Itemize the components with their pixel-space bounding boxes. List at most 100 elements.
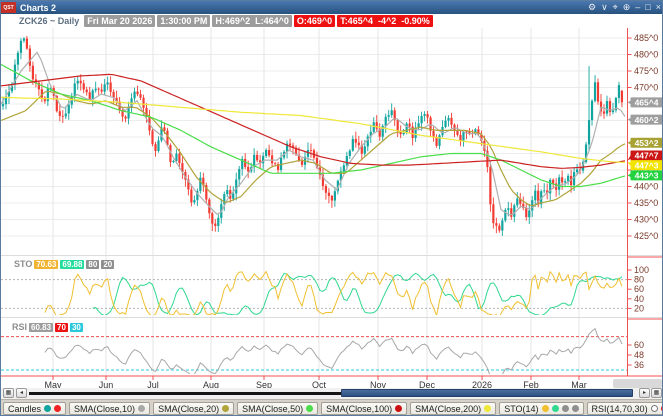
legend-color-dot bbox=[222, 405, 229, 412]
legend-tab-label: RSI(14,70,30) bbox=[592, 404, 648, 414]
svg-text:48: 48 bbox=[634, 350, 644, 360]
svg-text:100: 100 bbox=[634, 265, 649, 275]
legend-color-dot bbox=[138, 405, 145, 412]
rsi-label-text: RSI bbox=[12, 322, 27, 332]
legend-tab-sma-close-200-[interactable]: SMA(Close,200) bbox=[410, 402, 496, 415]
sto-label-text: STO bbox=[14, 259, 32, 269]
legend-tab-label: STO(14) bbox=[504, 404, 538, 414]
rsi-value-badge: 60.83 bbox=[29, 323, 53, 332]
gear-icon[interactable]: ⚙ bbox=[588, 2, 596, 13]
legend-tab-rsi-14-70-30-[interactable]: RSI(14,70,30) bbox=[587, 402, 663, 415]
svg-text:Jul: Jul bbox=[147, 380, 159, 388]
sto-value-badge: 80 bbox=[86, 260, 99, 269]
svg-text:Aug: Aug bbox=[203, 380, 219, 388]
pin-icon[interactable]: ⌖ bbox=[613, 2, 618, 13]
price-badge: 447^7 bbox=[628, 151, 663, 161]
legend-tab-label: SMA(Close,50) bbox=[242, 404, 303, 414]
price-badge: 460^2 bbox=[628, 115, 663, 125]
svg-text:425^0: 425^0 bbox=[634, 231, 658, 241]
svg-text:460^2: 460^2 bbox=[635, 115, 659, 125]
price-badge: 465^4 bbox=[628, 97, 663, 107]
svg-text:2026: 2026 bbox=[472, 380, 492, 388]
chart-window: QST Charts 2 ⚙∨⌖⊕–□× ZCK26 ~ Daily Fri M… bbox=[0, 0, 663, 416]
sto-indicator-label[interactable]: STO70.6369.888020 bbox=[14, 259, 114, 269]
scroll-right-button[interactable]: ▸ bbox=[639, 388, 650, 398]
svg-text:443^3: 443^3 bbox=[635, 171, 659, 181]
chart-scrollbar[interactable]: ▦◂▸▦ bbox=[1, 388, 663, 399]
rsi-value-badge: 30 bbox=[70, 323, 83, 332]
close-icon[interactable]: × bbox=[656, 2, 661, 13]
quote-badge: 1:30:00 PM bbox=[157, 15, 210, 27]
legend-tab-sto-14-[interactable]: STO(14) bbox=[499, 402, 583, 415]
scroll-left-button[interactable]: ◂ bbox=[16, 388, 27, 398]
scroll-page-start-button[interactable]: ▦ bbox=[3, 388, 14, 398]
svg-text:Feb: Feb bbox=[523, 380, 539, 388]
legend-tab-label: SMA(Close,20) bbox=[158, 404, 219, 414]
svg-text:447^7: 447^7 bbox=[635, 151, 659, 161]
info-bar: ZCK26 ~ Daily Fri Mar 20 20261:30:00 PMH… bbox=[1, 14, 663, 28]
qst-logo: QST bbox=[1, 2, 16, 13]
axis-corner-handle[interactable] bbox=[613, 379, 662, 388]
legend-color-dot bbox=[542, 405, 549, 412]
svg-text:475^0: 475^0 bbox=[634, 66, 658, 76]
legend-tab-sma-close-10-[interactable]: SMA(Close,10) bbox=[69, 402, 150, 415]
candles-layer bbox=[2, 36, 623, 236]
scrollbar-thumb[interactable] bbox=[341, 389, 633, 397]
svg-text:40: 40 bbox=[634, 294, 644, 304]
x-axis: MayJunJulAugSepOctNovDec2026FebMar bbox=[44, 376, 662, 388]
svg-text:Jun: Jun bbox=[99, 380, 114, 388]
svg-text:470^0: 470^0 bbox=[634, 83, 658, 93]
legend-tab-label: SMA(Close,200) bbox=[415, 404, 481, 414]
svg-text:36: 36 bbox=[634, 360, 644, 370]
svg-text:80: 80 bbox=[634, 275, 644, 285]
chevron-down-icon[interactable]: ∨ bbox=[601, 2, 608, 13]
chart-area[interactable]: 485^0480^0475^0470^0445^0440^0435^0430^0… bbox=[1, 28, 663, 388]
minimize-icon[interactable]: – bbox=[635, 2, 640, 13]
legend-color-dot bbox=[552, 405, 559, 412]
legend-color-dot bbox=[651, 405, 658, 412]
svg-text:465^4: 465^4 bbox=[635, 98, 659, 108]
rsi-indicator-label[interactable]: RSI60.837030 bbox=[12, 322, 83, 332]
svg-text:430^0: 430^0 bbox=[634, 215, 658, 225]
maximize-icon[interactable]: □ bbox=[645, 2, 650, 13]
legend-tab-sma-close-50-[interactable]: SMA(Close,50) bbox=[237, 402, 318, 415]
legend-tab-label: SMA(Close,100) bbox=[326, 404, 392, 414]
legend-color-dot bbox=[44, 405, 51, 412]
price-badge: 453^2 bbox=[628, 138, 663, 148]
svg-text:447^3: 447^3 bbox=[635, 160, 659, 170]
legend-tab-sma-close-20-[interactable]: SMA(Close,20) bbox=[153, 402, 234, 415]
legend-color-dot bbox=[562, 405, 569, 412]
svg-text:Sep: Sep bbox=[256, 380, 272, 388]
quote-badge: Fri Mar 20 2026 bbox=[84, 15, 155, 27]
legend-tab-sma-close-100-[interactable]: SMA(Close,100) bbox=[321, 402, 407, 415]
svg-text:435^0: 435^0 bbox=[634, 198, 658, 208]
legend-color-dot bbox=[306, 405, 313, 412]
rsi-value-badge: 70 bbox=[55, 323, 68, 332]
svg-text:Mar: Mar bbox=[571, 380, 587, 388]
quote-badges: Fri Mar 20 20261:30:00 PMH:469^2 L:464^0… bbox=[84, 15, 434, 27]
legend-color-dot bbox=[395, 405, 402, 412]
svg-text:485^0: 485^0 bbox=[634, 33, 658, 43]
legend-tab-label: Candles bbox=[8, 404, 41, 414]
sto-value-badge: 69.88 bbox=[60, 260, 84, 269]
svg-text:Nov: Nov bbox=[370, 380, 387, 388]
svg-text:20: 20 bbox=[634, 303, 644, 313]
svg-text:May: May bbox=[44, 380, 62, 388]
legend-color-dot bbox=[54, 405, 61, 412]
rsi-panel bbox=[1, 329, 627, 380]
svg-text:453^2: 453^2 bbox=[635, 138, 659, 148]
scroll-page-end-button[interactable]: ▦ bbox=[651, 388, 662, 398]
title-bar: QST Charts 2 ⚙∨⌖⊕–□× bbox=[1, 1, 663, 14]
symbol-label: ZCK26 ~ Daily bbox=[19, 16, 79, 26]
chart-svg[interactable]: 485^0480^0475^0470^0445^0440^0435^0430^0… bbox=[1, 28, 663, 388]
legend-color-dot bbox=[572, 405, 579, 412]
quote-badge: O:469^0 bbox=[294, 15, 335, 27]
sto-value-badge: 70.63 bbox=[34, 260, 58, 269]
window-controls: ⚙ ∨ ⌖ ⊕–□ × bbox=[588, 1, 661, 14]
svg-text:Dec: Dec bbox=[419, 380, 436, 388]
move-icon[interactable]: ⊕ bbox=[623, 2, 631, 13]
sto-value-badge: 20 bbox=[101, 260, 114, 269]
legend-tab-candles[interactable]: Candles bbox=[3, 402, 66, 415]
price-badge: 443^3 bbox=[628, 170, 663, 180]
svg-text:440^0: 440^0 bbox=[634, 182, 658, 192]
